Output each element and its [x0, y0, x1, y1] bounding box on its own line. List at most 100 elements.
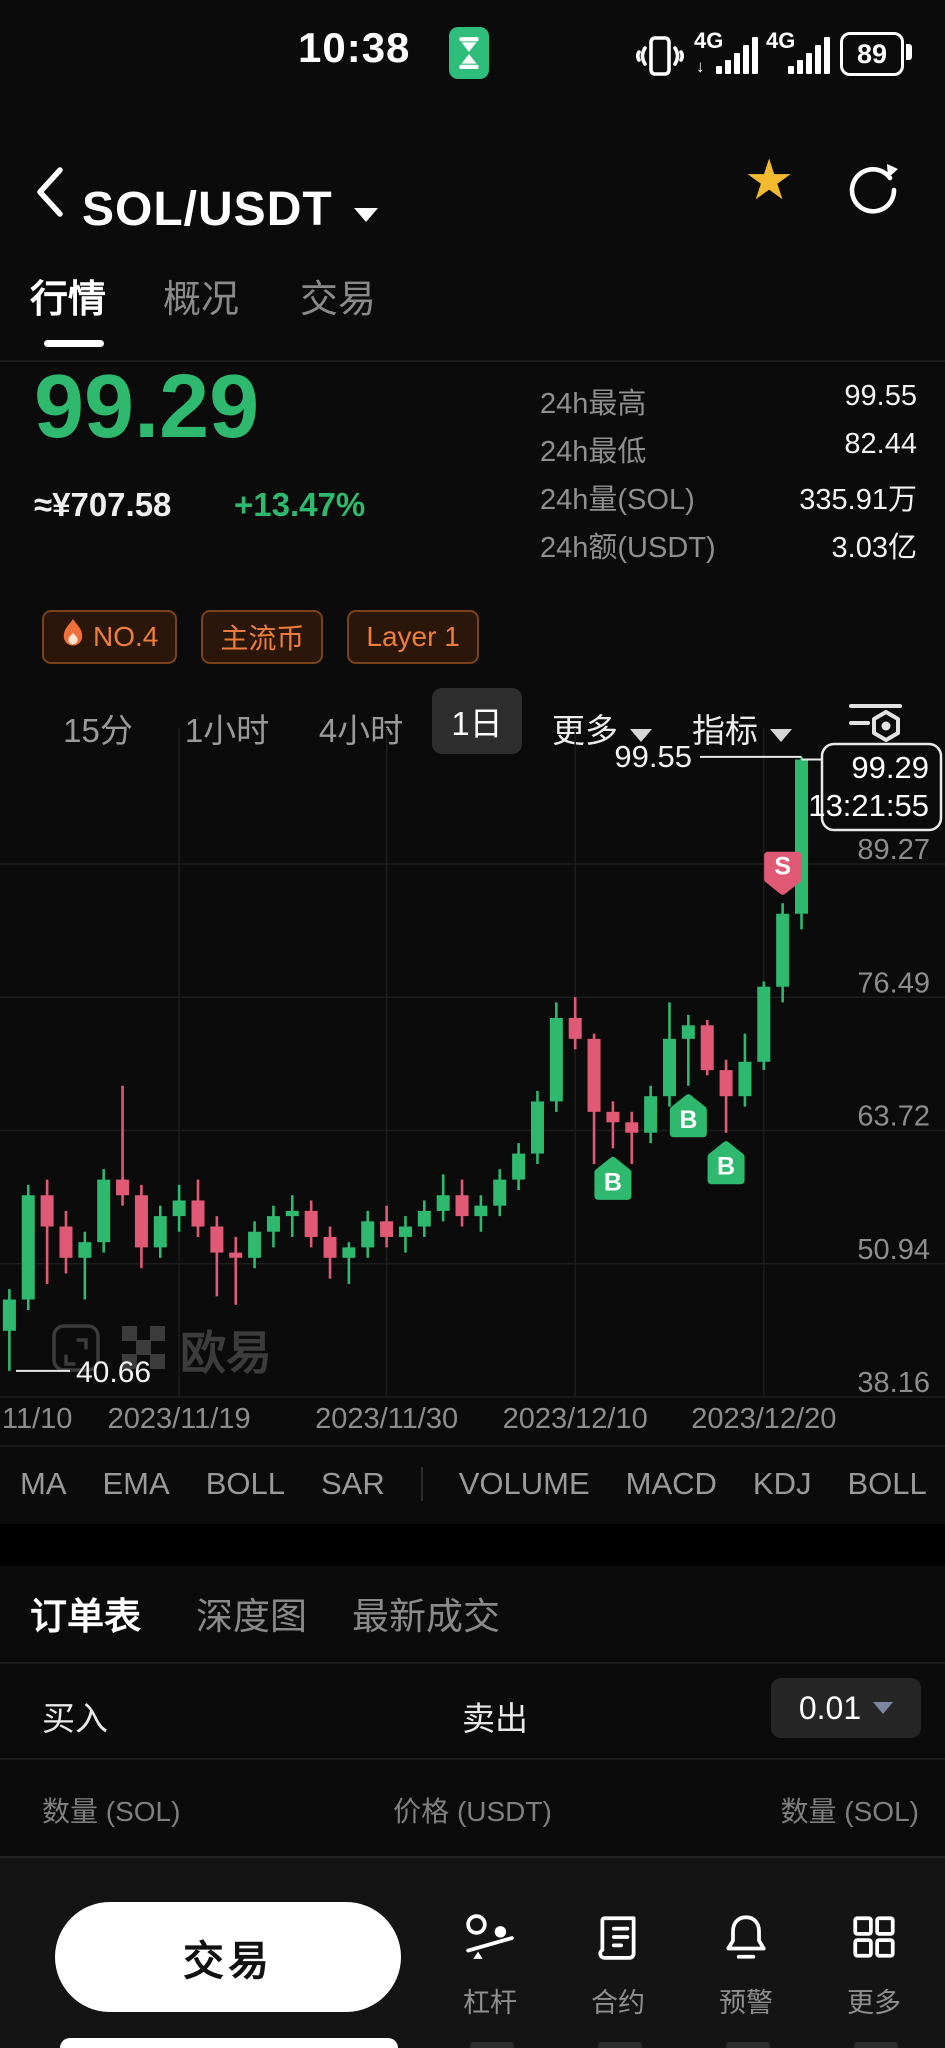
leverage-icon — [465, 1914, 515, 1966]
svg-text:B: B — [717, 1153, 735, 1181]
svg-text:欧易: 欧易 — [180, 1327, 272, 1379]
back-button[interactable] — [32, 164, 72, 225]
indicator-label: 指标 — [692, 712, 758, 749]
stat-label: 24h最低 — [540, 436, 647, 468]
refresh-icon[interactable] — [846, 162, 900, 221]
contracts-button[interactable]: 合约 — [586, 1912, 650, 2020]
indicator-dropdown[interactable]: 指标 — [692, 704, 792, 752]
svg-text:13:21:55: 13:21:55 — [808, 788, 929, 823]
svg-text:B: B — [604, 1168, 622, 1196]
last-price: 99.29 — [34, 357, 260, 457]
stat-value: 99.55 — [844, 380, 917, 412]
scroll-peek-element — [60, 2038, 398, 2048]
timeframe-4h[interactable]: 4小时 — [318, 712, 404, 749]
battery-nub — [906, 44, 912, 60]
bottom-action-bar: 交易 杠杆 合约 — [0, 1856, 945, 2048]
badge-label: 主流币 — [220, 623, 305, 654]
scroll-peek-stub — [854, 2042, 898, 2048]
pair-title[interactable]: SOL/USDT — [82, 183, 333, 236]
tick-size-dropdown[interactable]: 0.01 — [771, 1678, 921, 1738]
stat-value: 3.03亿 — [831, 532, 917, 564]
buy-label: 买入 — [42, 1700, 108, 1737]
tab-quotes[interactable]: 行情 — [30, 279, 107, 321]
scroll-peek-stub — [598, 2042, 642, 2048]
svg-text:38.16: 38.16 — [857, 1367, 930, 1399]
stat-value: 82.44 — [844, 428, 917, 460]
section-separator — [0, 1524, 945, 1566]
timeframe-1d-selected[interactable]: 1日 — [432, 688, 522, 754]
chart-settings-icon[interactable] — [848, 700, 904, 753]
stat-label: 24h最高 — [540, 388, 647, 420]
badge-mainstream[interactable]: 主流币 — [201, 610, 324, 664]
divider — [420, 1467, 423, 1501]
indicator-tab-kdj[interactable]: KDJ — [752, 1466, 812, 1501]
alerts-label: 预警 — [719, 1988, 773, 2018]
stat-label: 24h额(USDT) — [540, 532, 716, 564]
active-tab-underline — [44, 340, 104, 347]
svg-text:11/10: 11/10 — [2, 1403, 72, 1435]
svg-text:50.94: 50.94 — [857, 1234, 930, 1266]
battery-icon: 89 — [840, 32, 904, 76]
indicator-tab-volume[interactable]: VOLUME — [458, 1466, 590, 1501]
network-signal-b-icon: 4G — [766, 28, 832, 83]
tab-latest-trades[interactable]: 最新成交 — [352, 1596, 500, 1637]
tab-order-book[interactable]: 订单表 — [30, 1596, 141, 1637]
col-header-amount-right: 数量 (SOL) — [780, 1796, 919, 1827]
favorite-star-icon[interactable]: ★ — [744, 148, 795, 211]
svg-text:40.66: 40.66 — [76, 1356, 151, 1389]
fiat-price: ≈¥707.58 — [34, 486, 172, 523]
divider — [0, 360, 945, 362]
svg-text:99.29: 99.29 — [851, 750, 929, 785]
scroll-peek-stub — [470, 2042, 514, 2048]
svg-text:63.72: 63.72 — [857, 1101, 930, 1133]
scroll-peek-stub — [726, 2042, 770, 2048]
svg-text:4G: 4G — [694, 28, 723, 53]
col-header-price: 价格 (USDT) — [393, 1796, 552, 1827]
svg-text:B: B — [679, 1106, 697, 1134]
indicator-tab-ma[interactable]: MA — [20, 1466, 67, 1501]
more-timeframes-dropdown[interactable]: 更多 — [552, 704, 652, 752]
timeframe-1h[interactable]: 1小时 — [184, 712, 270, 749]
chevron-down-icon — [873, 1702, 894, 1714]
timeframe-15m[interactable]: 15分 — [63, 712, 133, 749]
battery-level: 89 — [856, 38, 888, 69]
indicator-tab-sar[interactable]: SAR — [320, 1466, 385, 1501]
candlestick-chart-canvas[interactable]: 89.2776.4963.7250.9438.16欧易BBBS99.5540.6… — [0, 728, 945, 1450]
svg-text:↓: ↓ — [696, 57, 705, 76]
more-button[interactable]: 更多 — [842, 1912, 906, 2020]
vibrate-icon — [635, 34, 685, 83]
svg-text:4G: 4G — [766, 28, 795, 53]
chevron-down-icon — [770, 729, 792, 742]
svg-text:76.49: 76.49 — [857, 967, 930, 999]
pair-selector-caret-icon[interactable] — [354, 208, 378, 222]
more-label: 更多 — [847, 1988, 901, 2018]
tab-depth-chart[interactable]: 深度图 — [196, 1596, 307, 1637]
leverage-button[interactable]: 杠杆 — [458, 1912, 522, 2020]
indicator-tab-ema[interactable]: EMA — [102, 1466, 170, 1501]
leverage-label: 杠杆 — [463, 1988, 517, 2018]
indicator-tabs-row: MA EMA BOLL SAR VOLUME MACD KDJ BOLL — [0, 1452, 945, 1516]
more-label: 更多 — [552, 712, 618, 749]
status-time: 10:38 — [298, 24, 411, 71]
price-change: +13.47% — [234, 486, 366, 523]
hourglass-timer-icon — [449, 27, 489, 79]
badge-layer1[interactable]: Layer 1 — [347, 610, 479, 664]
grid-more-icon — [849, 1916, 899, 1966]
col-header-amount-left: 数量 (SOL) — [42, 1796, 181, 1827]
alerts-button[interactable]: 预警 — [714, 1912, 778, 2020]
tick-size-value: 0.01 — [798, 1689, 862, 1726]
tab-trade[interactable]: 交易 — [300, 279, 377, 321]
trade-button[interactable]: 交易 — [55, 1902, 401, 2012]
divider — [0, 1758, 945, 1760]
divider — [0, 1662, 945, 1664]
badge-hot-rank[interactable]: NO.4 — [42, 610, 178, 664]
badge-label: Layer 1 — [366, 621, 460, 652]
chevron-down-icon — [630, 729, 652, 742]
indicator-tab-macd[interactable]: MACD — [625, 1466, 717, 1501]
indicator-tab-boll2[interactable]: BOLL — [847, 1466, 927, 1501]
tab-overview[interactable]: 概况 — [163, 279, 240, 321]
svg-text:S: S — [774, 852, 791, 880]
contracts-label: 合约 — [591, 1988, 645, 2018]
indicator-tab-boll[interactable]: BOLL — [205, 1466, 285, 1501]
